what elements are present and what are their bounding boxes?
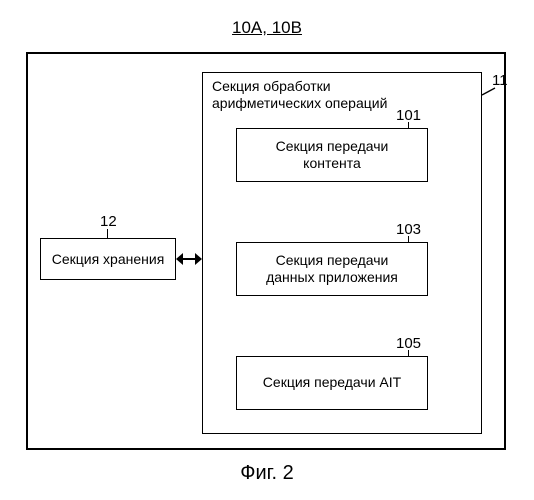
content-block-l1: Секция передачи: [276, 138, 389, 154]
double-arrow-icon: [176, 253, 202, 265]
storage-section-label: Секция хранения: [52, 251, 165, 267]
content-block: Секция передачи контента: [236, 128, 428, 182]
diagram-title: 10A, 10B: [0, 18, 534, 38]
storage-ref: 12: [100, 213, 117, 230]
processing-title-line2: арифметических операций: [212, 95, 387, 111]
appdata-block-l1: Секция передачи: [276, 252, 389, 268]
figure-label: Фиг. 2: [0, 462, 534, 485]
processing-title-line1: Секция обработки: [212, 78, 331, 94]
outer-box-ref-text: 11: [492, 72, 508, 89]
diagram-canvas: 10A, 10B Секция обработки арифметических…: [0, 0, 534, 500]
ait-block-l1: Секция передачи AIT: [263, 374, 401, 390]
appdata-block-l2: данных приложения: [266, 269, 398, 285]
storage-ref-text: 12: [100, 213, 117, 230]
outer-box-ref: 11: [492, 72, 508, 89]
processing-section-title: Секция обработки арифметических операций: [212, 78, 387, 112]
storage-section-box: Секция хранения: [40, 238, 176, 280]
content-block-l2: контента: [303, 155, 361, 171]
ait-block: Секция передачи AIT: [236, 356, 428, 410]
storage-lead-line: [107, 229, 108, 238]
appdata-block: Секция передачи данных приложения: [236, 242, 428, 296]
diagram-title-text: 10A, 10B: [232, 18, 302, 37]
figure-label-text: Фиг. 2: [240, 462, 293, 484]
